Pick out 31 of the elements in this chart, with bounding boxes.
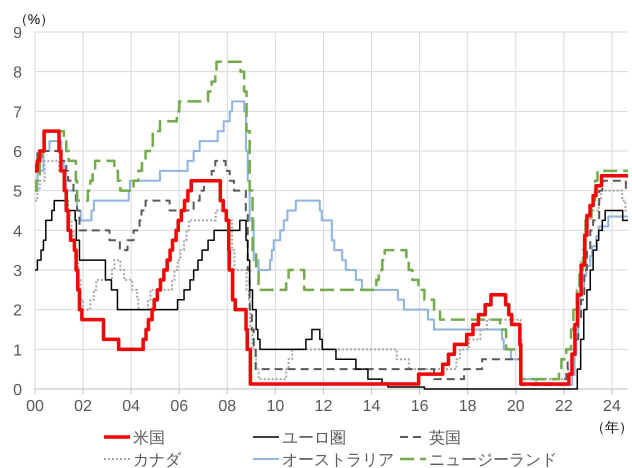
x-tick-label: 16 (410, 398, 429, 415)
y-tick-label: 2 (13, 302, 22, 320)
x-tick-label: 22 (554, 398, 573, 415)
y-axis-title: （%） (14, 11, 54, 27)
x-tick-label: 24 (602, 398, 621, 415)
y-tick-label: 0 (13, 382, 22, 399)
x-tick-label: 12 (314, 398, 332, 415)
legend-label: カナダ (133, 452, 182, 468)
x-tick-label: 04 (122, 398, 140, 415)
legend-label: 米国 (133, 429, 165, 447)
x-axis-title: （年） (591, 419, 632, 435)
y-tick-label: 1 (13, 342, 22, 360)
legend-label: オーストラリア (282, 452, 394, 468)
x-tick-label: 20 (506, 398, 525, 415)
x-tick-label: 00 (26, 398, 44, 415)
y-tick-label: 4 (13, 223, 22, 240)
x-tick-label: 08 (218, 398, 236, 415)
y-tick-label: 3 (13, 263, 22, 280)
y-tick-label: 6 (13, 144, 22, 161)
y-tick-label: 5 (13, 184, 22, 201)
y-tick-label: 9 (13, 25, 22, 42)
y-tick-label: 7 (13, 104, 22, 122)
legend-label: 英国 (429, 429, 461, 447)
y-tick-label: 8 (13, 64, 22, 82)
x-tick-label: 18 (458, 398, 477, 415)
x-tick-label: 06 (170, 398, 188, 415)
legend-label: ニュージーランド (429, 452, 557, 468)
x-tick-label: 10 (266, 398, 284, 415)
x-tick-label: 14 (362, 398, 381, 415)
x-tick-label: 02 (74, 398, 92, 415)
legend-label: ユーロ圏 (282, 430, 346, 447)
